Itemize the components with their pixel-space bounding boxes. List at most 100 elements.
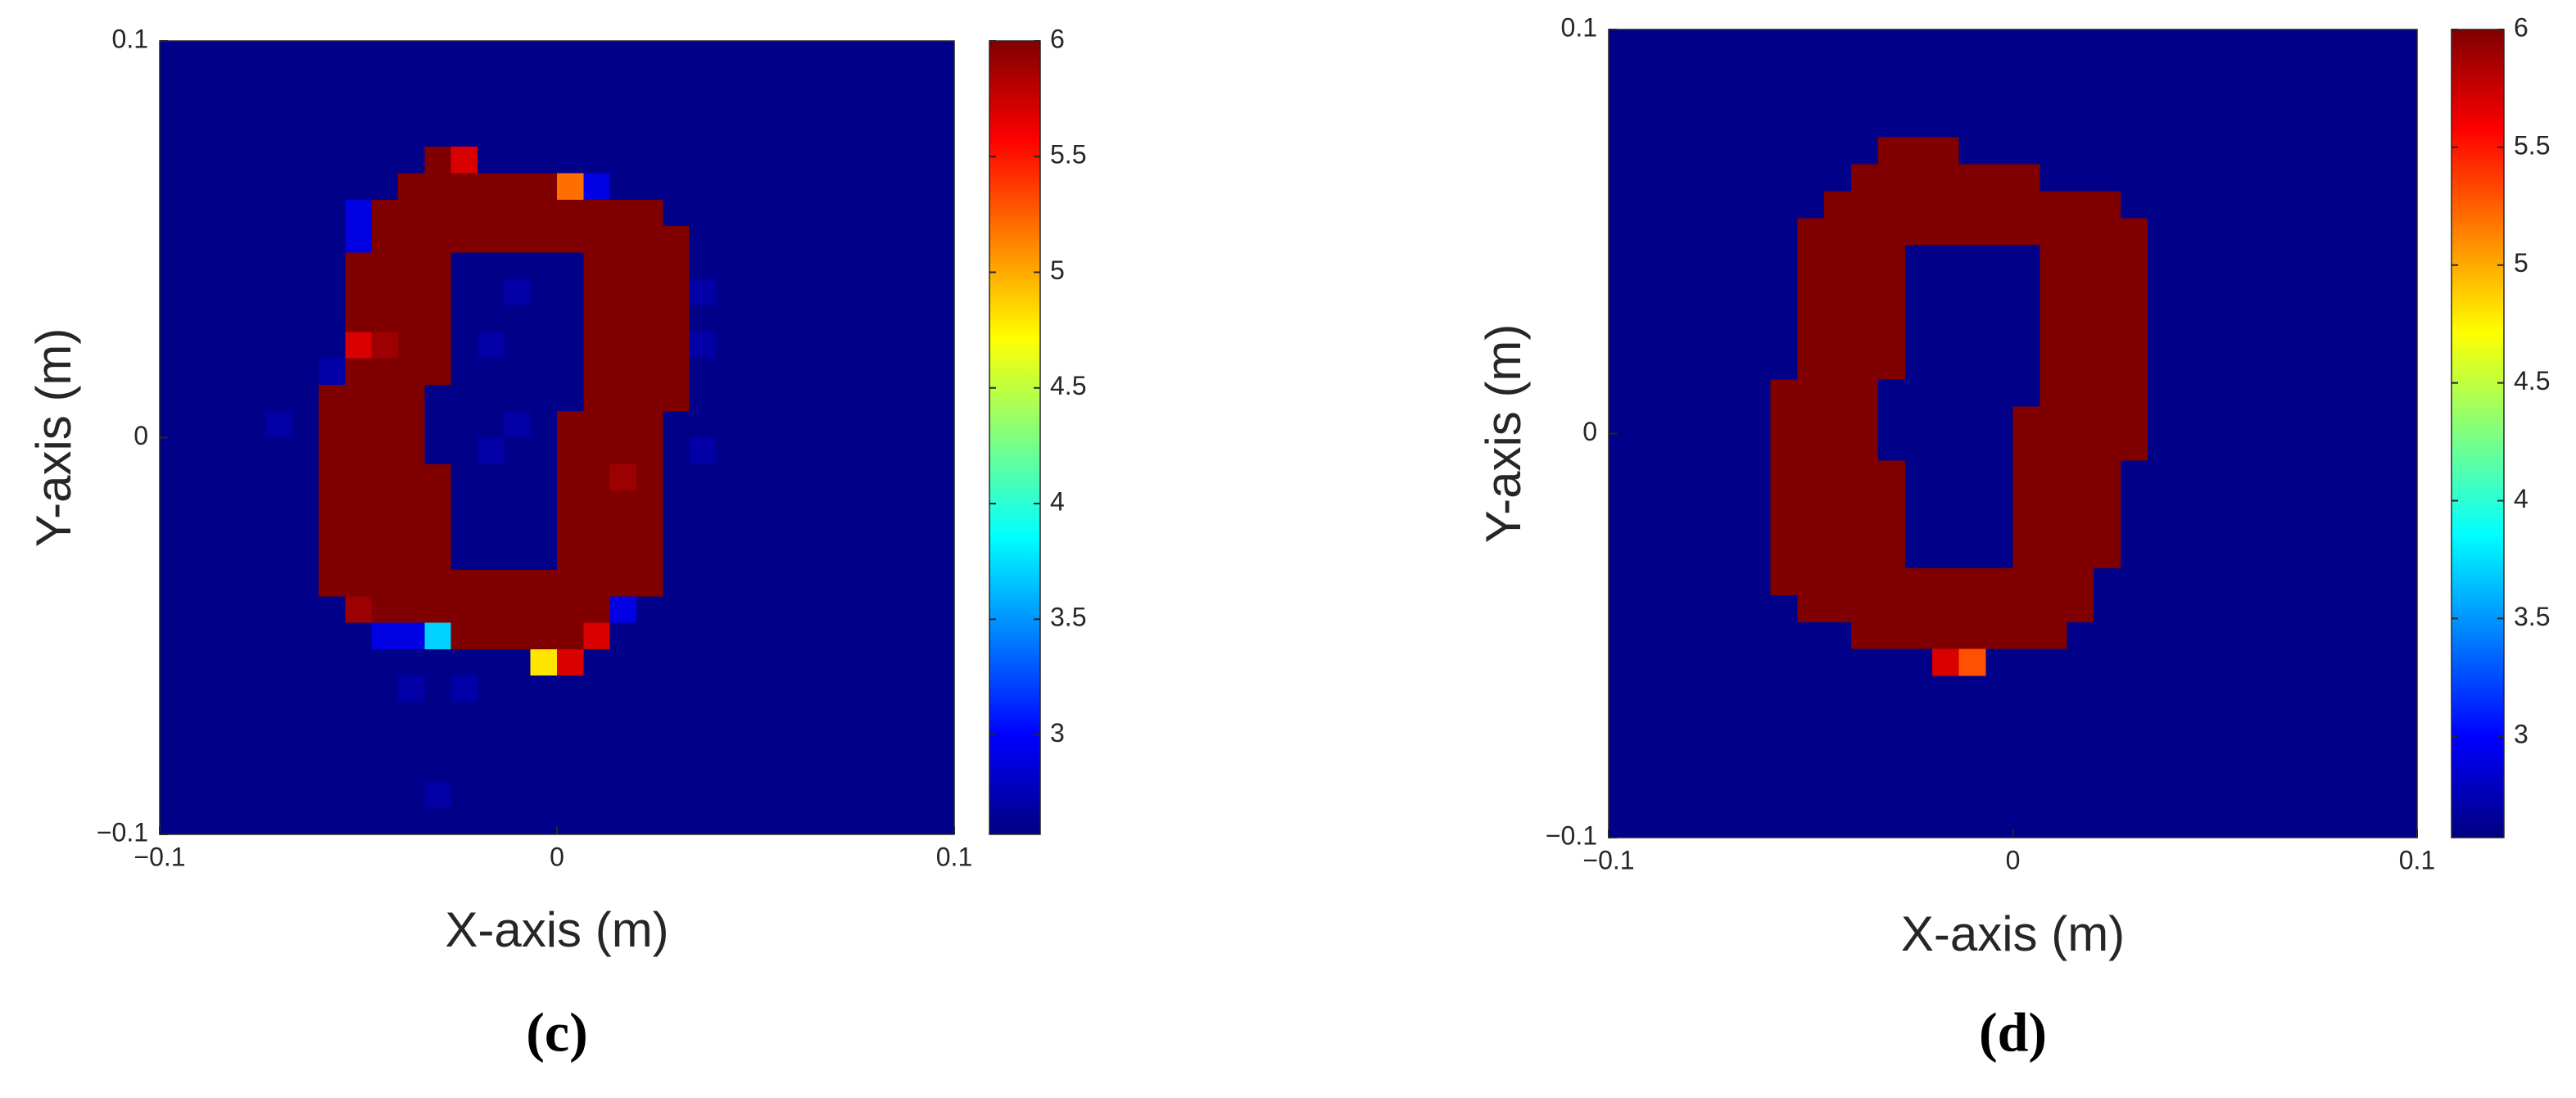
cell: [265, 278, 293, 306]
colorbar: [2451, 29, 2505, 838]
cell: [609, 120, 637, 147]
cell: [2148, 272, 2175, 300]
cell: [742, 728, 770, 756]
cell: [583, 807, 611, 835]
cell: [583, 490, 611, 517]
cell: [1904, 191, 1933, 219]
cell: [583, 570, 611, 597]
cell: [2121, 29, 2148, 57]
cell: [557, 252, 584, 280]
cell: [1931, 811, 1960, 838]
cell: [2255, 730, 2284, 757]
cell: [716, 252, 743, 280]
cell: [768, 93, 796, 121]
cell: [212, 358, 240, 386]
cell: [1716, 406, 1745, 435]
cell: [398, 252, 425, 280]
cell: [1878, 272, 1906, 300]
cell: [2228, 621, 2257, 650]
cell: [212, 463, 240, 491]
cell: [848, 332, 876, 359]
cell: [265, 173, 293, 201]
cell: [292, 490, 319, 517]
cell: [160, 517, 187, 544]
cell: [2228, 703, 2257, 730]
cell: [2201, 218, 2230, 246]
cell: [504, 147, 532, 174]
cell: [292, 755, 319, 782]
cell: [398, 570, 425, 597]
cell: [768, 702, 796, 730]
cell: [795, 728, 822, 756]
cell: [742, 596, 770, 624]
cell: [450, 411, 478, 439]
cell: [1770, 406, 1798, 435]
cell: [2228, 757, 2257, 784]
cell: [1689, 648, 1718, 677]
cell: [1609, 56, 1637, 84]
cell: [689, 543, 717, 571]
cell: [2067, 272, 2094, 300]
cell: [1958, 29, 1987, 57]
cell: [2067, 352, 2094, 381]
cell: [2040, 191, 2067, 219]
cell: [927, 358, 955, 386]
cell: [2067, 218, 2094, 246]
cell: [2336, 730, 2364, 757]
cell: [663, 411, 690, 439]
cell: [2309, 56, 2337, 84]
cell: [265, 93, 293, 121]
cell: [2067, 648, 2094, 677]
cell: [1851, 433, 1879, 461]
cell: [265, 437, 293, 465]
cell: [160, 252, 187, 280]
cell: [160, 93, 187, 121]
cell: [768, 807, 796, 835]
cell: [2255, 110, 2284, 138]
cell: [742, 147, 770, 174]
cell: [742, 41, 770, 68]
cell: [2094, 811, 2121, 838]
cell: [1662, 757, 1691, 784]
cell: [2040, 352, 2067, 381]
cell: [319, 648, 346, 676]
cell: [2255, 164, 2284, 192]
cell: [1716, 110, 1745, 138]
cell: [1716, 325, 1745, 354]
cell: [875, 702, 902, 730]
cell: [689, 437, 717, 465]
cell: [848, 252, 876, 280]
cell: [1662, 325, 1691, 354]
cell: [2148, 460, 2175, 488]
cell: [901, 463, 929, 491]
cell: [2174, 191, 2203, 219]
cell: [689, 517, 717, 544]
cell: [2228, 83, 2257, 111]
cell: [609, 411, 637, 439]
cell: [371, 437, 399, 465]
cell: [2174, 218, 2203, 246]
cell: [795, 278, 822, 306]
cell: [1878, 460, 1906, 488]
cell: [2012, 460, 2040, 488]
cell: [292, 199, 319, 227]
cell: [424, 199, 452, 227]
cell: [2282, 460, 2310, 488]
cell: [2336, 191, 2364, 219]
cell: [768, 622, 796, 650]
cell: [1904, 110, 1933, 138]
cell: [239, 147, 266, 174]
cell: [2201, 352, 2230, 381]
cell: [2174, 29, 2203, 57]
cell: [160, 648, 187, 676]
cell: [2094, 379, 2121, 408]
cell: [1904, 703, 1933, 730]
cell: [504, 596, 532, 624]
cell: [2012, 730, 2040, 757]
cell: [1851, 757, 1879, 784]
cell: [768, 173, 796, 201]
cell: [1662, 83, 1691, 111]
cell: [212, 67, 240, 95]
cell: [1635, 487, 1664, 515]
cell: [1824, 164, 1852, 192]
